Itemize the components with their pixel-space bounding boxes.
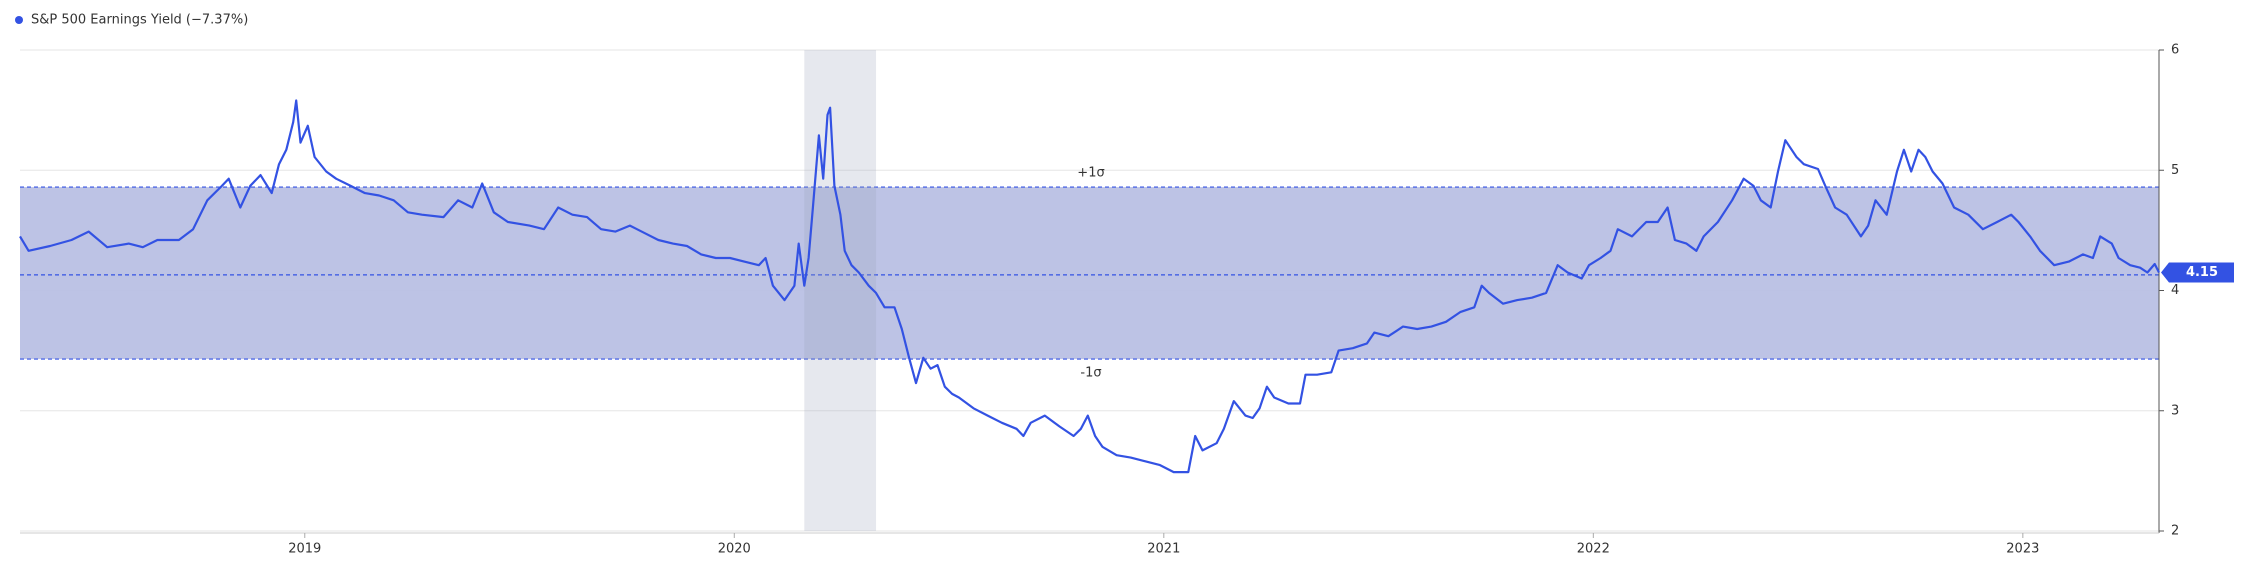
y-tick-label: 5 (2171, 163, 2179, 178)
x-tick-label: 2022 (1577, 542, 1610, 557)
x-tick-label: 2023 (2006, 542, 2039, 557)
x-tick-label: 2021 (1147, 542, 1180, 557)
legend-dot (15, 16, 23, 24)
y-tick-label: 3 (2171, 403, 2179, 418)
last-value-label: 4.15 (2186, 265, 2218, 280)
y-tick-label: 2 (2171, 524, 2179, 539)
sigma-band (20, 187, 2159, 360)
recession-shade (804, 50, 877, 531)
x-tick-label: 2019 (288, 542, 321, 557)
legend-label[interactable]: S&P 500 Earnings Yield (−7.37%) (31, 13, 248, 28)
y-tick-label: 6 (2171, 43, 2179, 58)
last-value-tag (2161, 262, 2234, 283)
series-line (19, 99, 2160, 474)
x-tick-label: 2020 (718, 542, 751, 557)
sigma-label: -1σ (1080, 366, 1101, 381)
sigma-label: +1σ (1077, 166, 1104, 181)
y-tick-label: 4 (2171, 283, 2179, 298)
